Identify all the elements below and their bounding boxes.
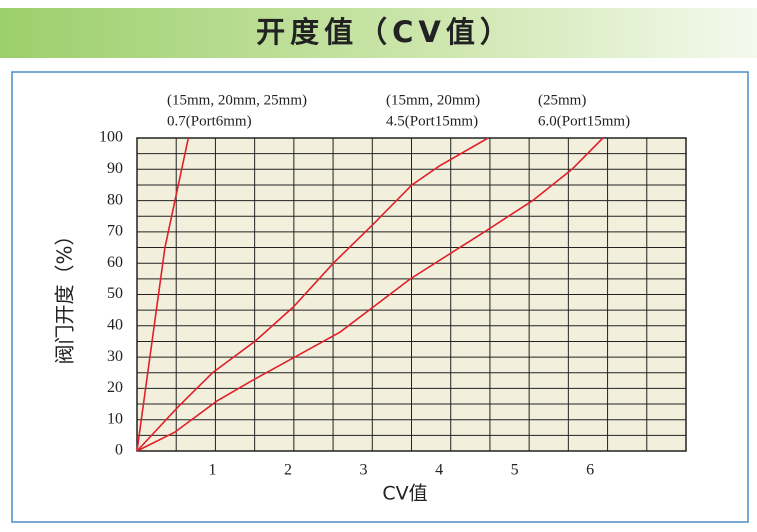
annotation: (25mm)	[538, 92, 586, 108]
header-bar	[0, 8, 757, 58]
y-tick-label: 0	[115, 442, 123, 459]
frame	[11, 71, 749, 523]
annotation: (15mm, 20mm)	[386, 92, 480, 108]
annotation: 4.5(Port15mm)	[386, 113, 478, 129]
annotation: (15mm, 20mm, 25mm)	[167, 92, 307, 108]
y-tick-label: 60	[107, 254, 123, 271]
series-line	[136, 137, 604, 452]
y-tick-label: 70	[107, 223, 123, 240]
x-tick-label: 2	[284, 462, 292, 479]
y-tick-label: 80	[107, 191, 123, 208]
y-tick-label: 20	[107, 379, 123, 396]
title: 开度值（CV值）	[256, 15, 514, 49]
annotation: 6.0(Port15mm)	[538, 113, 630, 129]
y-tick-label: 50	[107, 285, 123, 302]
y-tick-label: 30	[107, 348, 123, 365]
y-axis-label: 阀门开度（%）	[53, 225, 77, 364]
x-tick-label: 1	[209, 462, 217, 479]
y-tick-label: 90	[107, 160, 123, 177]
x-tick-label: 6	[586, 462, 594, 479]
plot-border	[136, 137, 687, 452]
annotation: 0.7(Port6mm)	[167, 113, 252, 129]
x-tick-label: 5	[511, 462, 519, 479]
y-tick-label: 40	[107, 316, 123, 333]
series-line	[136, 137, 489, 452]
y-tick-label: 10	[107, 410, 123, 427]
x-tick-label: 3	[360, 462, 368, 479]
x-axis-label: CV值	[382, 483, 427, 505]
series-line	[136, 137, 190, 452]
x-tick-label: 4	[435, 462, 443, 479]
y-tick-label: 100	[99, 129, 123, 146]
